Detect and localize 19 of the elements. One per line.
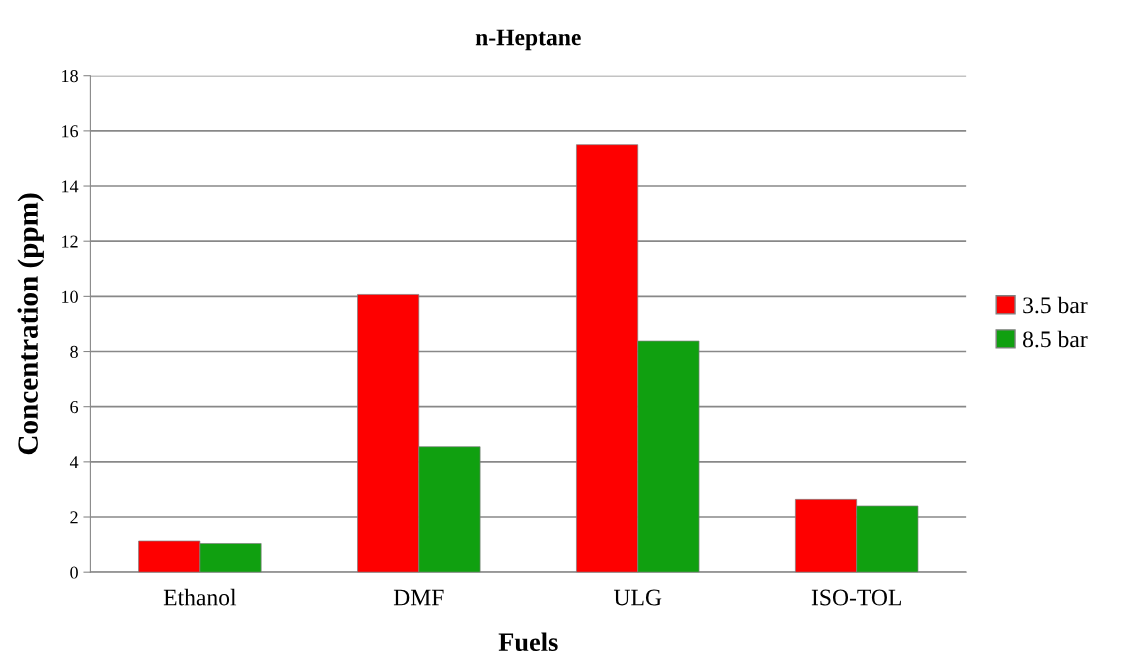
- y-tick-label: 14: [62, 180, 79, 193]
- legend-label: 3.5 bar: [1023, 296, 1088, 314]
- y-tick-label: 12: [62, 235, 78, 248]
- chart-title: n-Heptane: [475, 29, 581, 51]
- legend-label: 8.5 bar: [1023, 330, 1088, 348]
- x-tick-label: ULG: [613, 589, 662, 606]
- x-tick-label: Ethanol: [163, 588, 237, 606]
- y-axis-title: Concentration (ppm): [17, 193, 44, 455]
- y-tick-label: 16: [62, 125, 79, 138]
- y-tick-label: 8: [70, 345, 78, 358]
- y-tick-label: 4: [69, 456, 79, 469]
- y-tick-label: 10: [62, 290, 78, 303]
- x-tick-label: DMF: [393, 589, 444, 606]
- y-tick-label: 2: [70, 511, 78, 524]
- y-tick-label: 6: [70, 401, 79, 414]
- y-tick-label: 18: [62, 69, 78, 83]
- y-tick-label: 0: [70, 566, 78, 579]
- x-axis-title: Fuels: [498, 632, 558, 652]
- x-tick-label: ISO-TOL: [811, 589, 901, 606]
